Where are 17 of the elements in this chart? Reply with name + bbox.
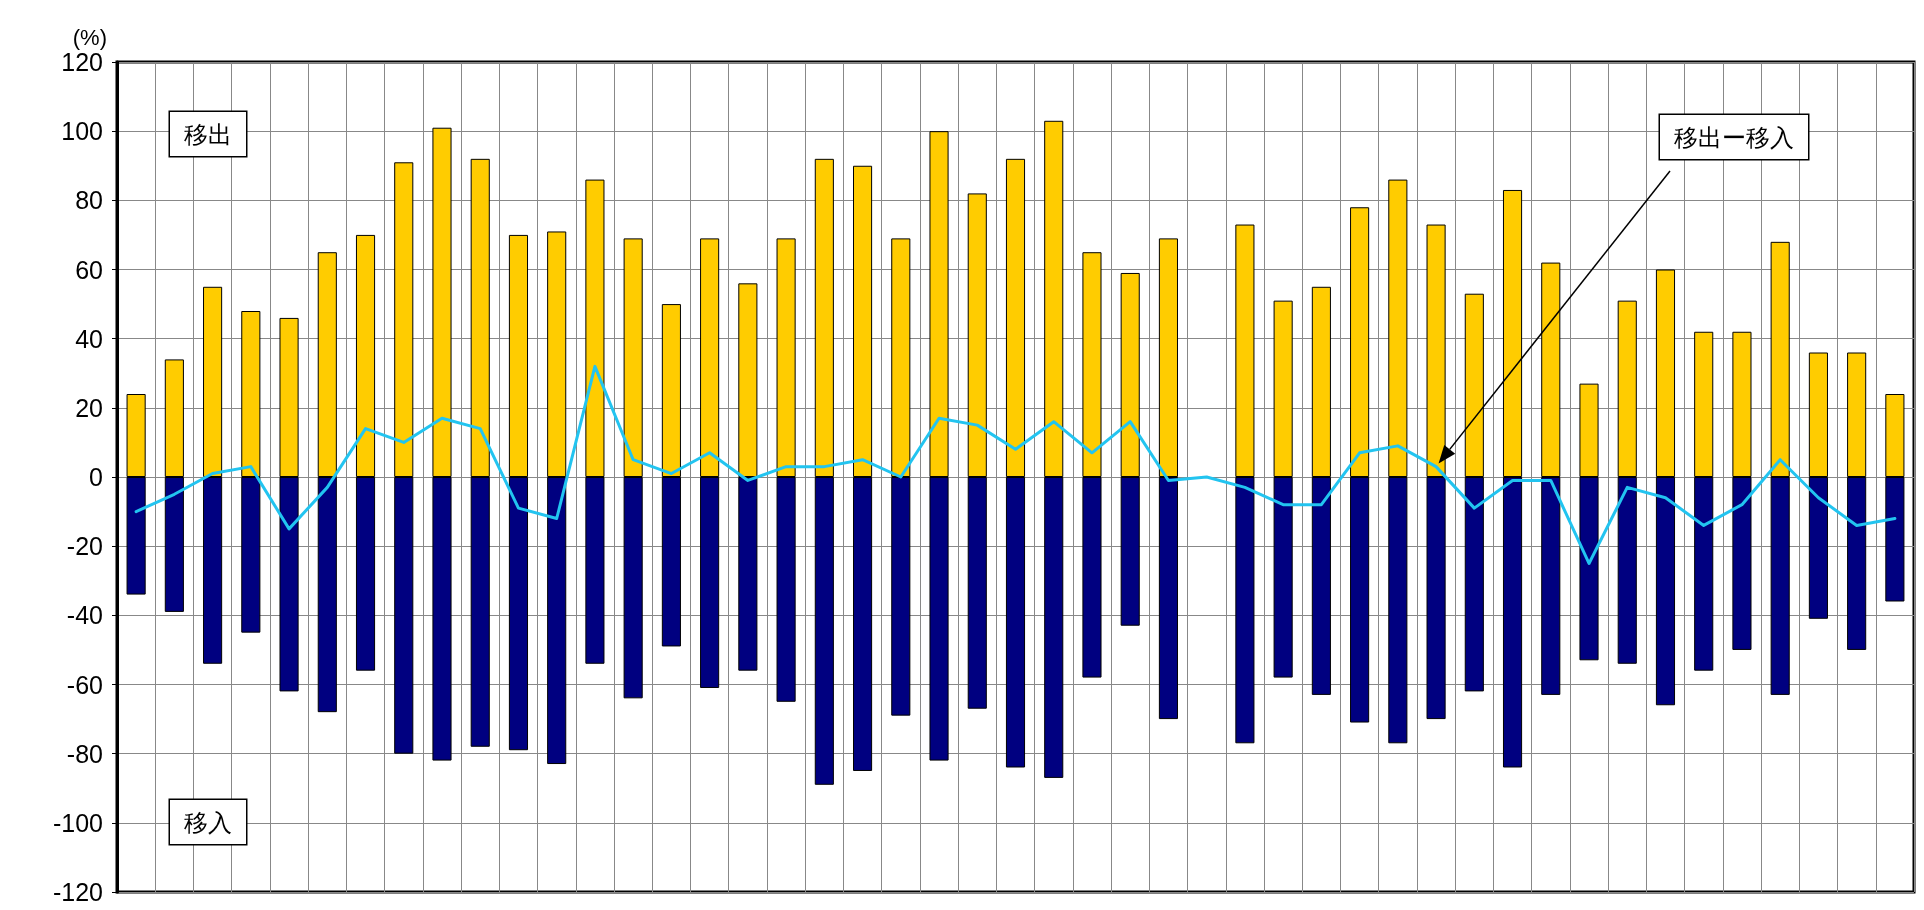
line-series xyxy=(134,364,1897,565)
y-tick-label: 60 xyxy=(75,255,103,284)
y-tick-label: -100 xyxy=(52,808,103,837)
y-tick-label: 0 xyxy=(89,463,103,491)
y-tick-label: 80 xyxy=(75,186,103,215)
y-axis-title: (%) xyxy=(72,24,107,50)
y-tick-label: -80 xyxy=(66,739,103,768)
y-tick-label: -60 xyxy=(66,670,103,699)
text: 移出 xyxy=(184,120,232,148)
y-tick-label: -40 xyxy=(66,601,103,630)
y-tick-label: 40 xyxy=(75,324,103,353)
y-tick-label: 20 xyxy=(75,393,103,422)
text: 移出ー移入 xyxy=(1674,123,1794,151)
y-tick-label: 100 xyxy=(61,117,103,146)
y-tick-label: -20 xyxy=(66,532,103,561)
text: 移入 xyxy=(184,808,232,836)
y-tick-label: -120 xyxy=(52,878,103,906)
